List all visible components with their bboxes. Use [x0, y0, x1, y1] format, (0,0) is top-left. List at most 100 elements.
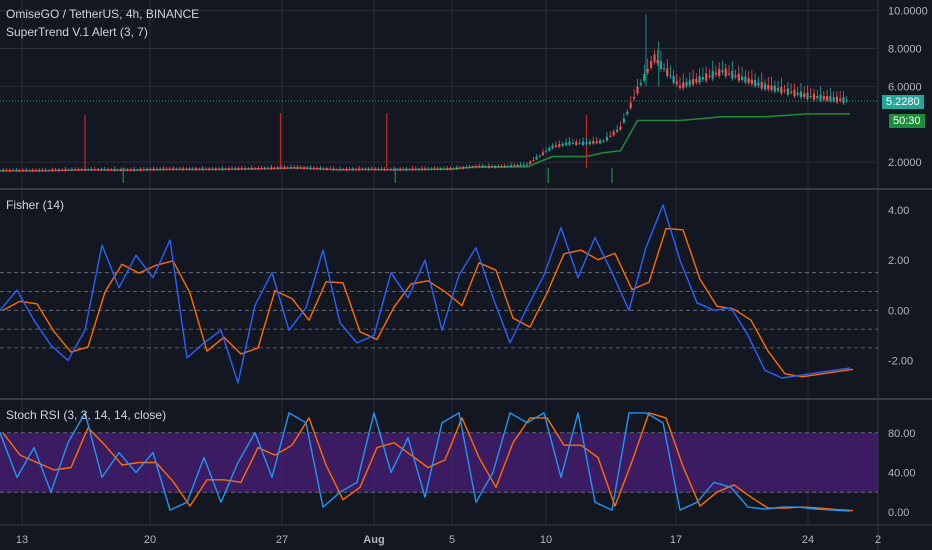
candle-body: [221, 168, 224, 171]
candle-body: [319, 168, 322, 170]
candle-body: [263, 167, 266, 170]
candle-body: [377, 168, 380, 171]
candle-body: [639, 82, 642, 85]
candle-body: [522, 164, 525, 166]
candle-body: [513, 165, 516, 167]
candle-body: [538, 155, 541, 157]
candle-body: [760, 81, 763, 89]
stochrsi-k-line: [0, 412, 851, 512]
time-tick-label-5: 10: [540, 534, 552, 546]
candle-body: [155, 168, 159, 171]
candle-body: [541, 152, 545, 156]
candle-body: [386, 169, 389, 171]
fisher-tick-label-3: -2.00: [888, 355, 913, 367]
candle-body: [93, 169, 96, 171]
candle-body: [47, 170, 51, 172]
candle-body: [439, 168, 443, 170]
candle-body: [525, 164, 529, 166]
candle-body: [688, 80, 691, 86]
candle-body: [669, 75, 672, 77]
candle-body: [776, 87, 780, 91]
candle-body: [132, 169, 136, 171]
candle-body: [286, 167, 289, 169]
candle-body: [224, 168, 227, 170]
candle-body: [139, 168, 142, 171]
candle-body: [500, 166, 503, 168]
candle-body: [809, 96, 812, 98]
candle-body: [786, 88, 789, 95]
candle-body: [142, 169, 145, 171]
candle-body: [822, 96, 825, 100]
candle-body: [701, 77, 704, 80]
candle-body: [354, 169, 358, 171]
candle-body: [325, 168, 329, 171]
candle-body: [656, 59, 659, 64]
candle-body: [612, 131, 615, 136]
candle-body: [468, 166, 471, 169]
candle-body: [106, 169, 109, 171]
candle-body: [659, 61, 662, 70]
candle-body: [185, 168, 188, 170]
candle-body: [465, 167, 468, 169]
candle-body: [484, 166, 487, 168]
candle-body: [727, 73, 731, 75]
candle-body: [545, 151, 548, 153]
candle-body: [21, 170, 24, 172]
candle-body: [214, 168, 217, 171]
candle-body: [402, 169, 405, 171]
candle-body: [506, 166, 509, 168]
candle-body: [396, 169, 399, 171]
fisher-tick-label-1: 2.00: [888, 255, 909, 267]
candle-body: [558, 144, 561, 147]
candle-body: [646, 68, 649, 73]
candle-body: [829, 96, 832, 101]
candle-body: [237, 168, 240, 170]
candle-body: [835, 96, 839, 103]
candle-body: [643, 73, 646, 81]
candle-body: [436, 168, 439, 170]
candle-body: [244, 168, 247, 170]
candle-body: [25, 169, 28, 172]
candle-body: [392, 168, 396, 171]
candle-body: [302, 167, 306, 170]
countdown-badge: 50:30: [889, 114, 925, 128]
candle-body: [503, 165, 506, 168]
candle-body: [103, 169, 106, 171]
price-tick-label-2: 6.0000: [888, 81, 922, 93]
candle-body: [718, 68, 721, 77]
candle-body: [705, 73, 708, 81]
candle-body: [159, 168, 162, 171]
candle-body: [619, 126, 622, 130]
candle-body: [568, 141, 571, 145]
candle-body: [826, 95, 829, 101]
candle-body: [208, 168, 211, 171]
candle-body: [471, 166, 474, 168]
candle-body: [204, 169, 208, 171]
candle-body: [650, 61, 653, 68]
candle-body: [217, 169, 221, 171]
candle-body: [691, 78, 695, 85]
candle-body: [38, 169, 41, 172]
candle-body: [149, 169, 152, 171]
candle-body: [653, 54, 656, 62]
candle-body: [113, 169, 116, 171]
candle-body: [57, 169, 60, 172]
candle-body: [494, 165, 497, 168]
candle-body: [678, 85, 682, 88]
candle-body: [411, 168, 414, 171]
candle-body: [181, 168, 185, 171]
candle-body: [146, 168, 149, 171]
candle-body: [408, 169, 411, 171]
candle-body: [338, 169, 342, 171]
candle-body: [266, 168, 270, 170]
candle-body: [358, 168, 361, 171]
candle-body: [799, 91, 803, 98]
candle-body: [175, 168, 178, 170]
candle-body: [276, 167, 279, 170]
candle-body: [750, 79, 754, 85]
candle-body: [283, 167, 286, 170]
candle-body: [711, 71, 714, 79]
candle-body: [34, 170, 38, 172]
candle-body: [8, 169, 11, 172]
